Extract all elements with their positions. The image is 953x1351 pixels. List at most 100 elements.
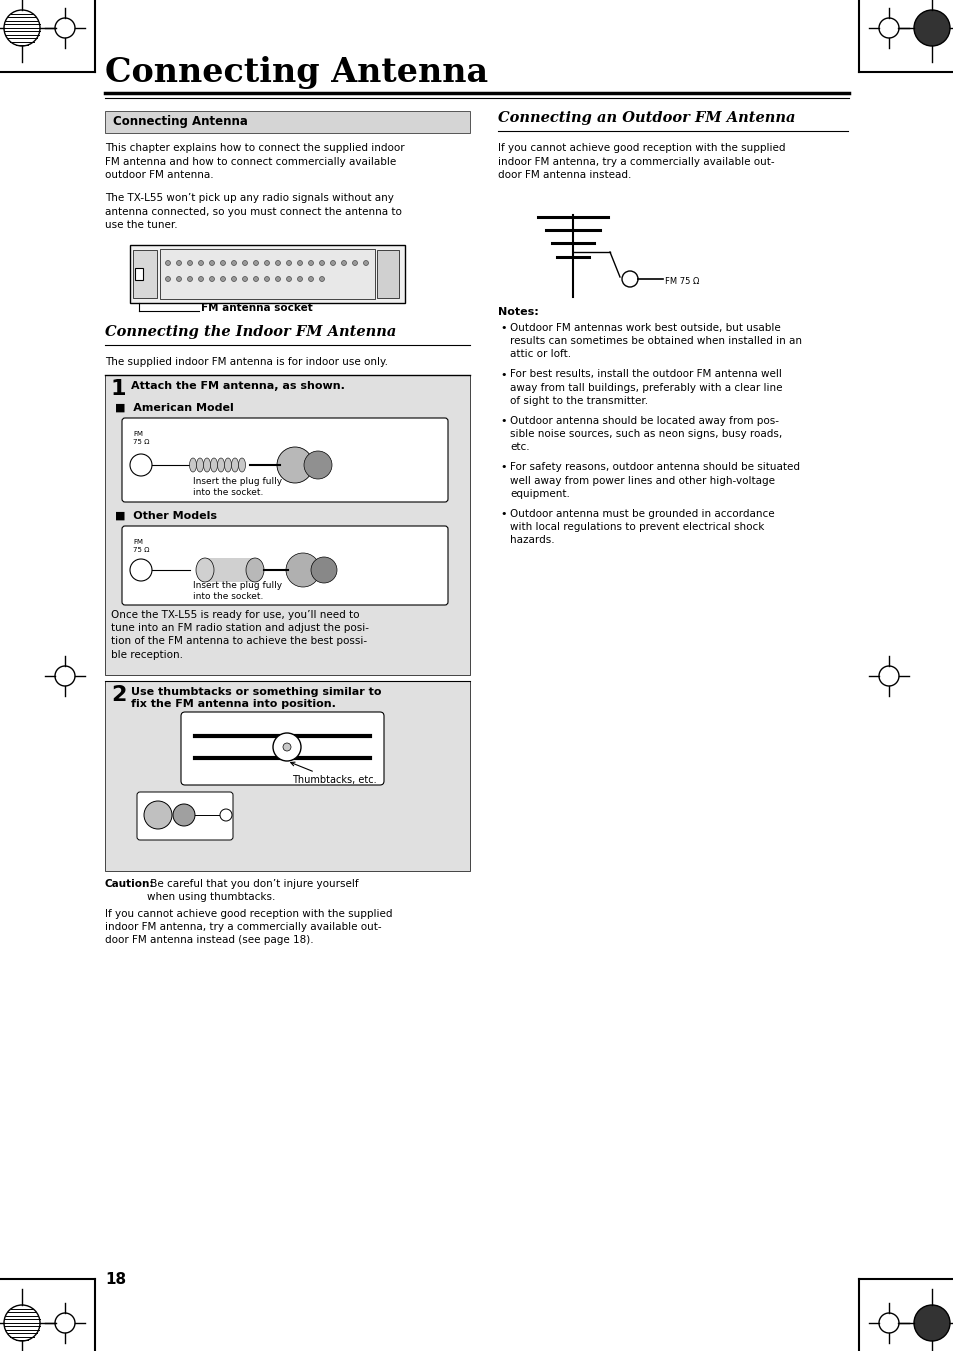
- Circle shape: [330, 261, 335, 266]
- Text: Notes:: Notes:: [497, 307, 538, 317]
- Circle shape: [286, 277, 292, 281]
- Circle shape: [621, 272, 638, 286]
- Bar: [105, 376, 470, 676]
- Circle shape: [273, 734, 301, 761]
- Ellipse shape: [211, 458, 217, 471]
- Circle shape: [341, 261, 346, 266]
- Bar: [205, 558, 254, 582]
- FancyBboxPatch shape: [122, 526, 448, 605]
- Circle shape: [4, 1305, 40, 1342]
- Circle shape: [242, 261, 247, 266]
- Text: 2: 2: [111, 685, 126, 705]
- Circle shape: [297, 277, 302, 281]
- Bar: [160, 249, 375, 299]
- Circle shape: [130, 559, 152, 581]
- Circle shape: [210, 261, 214, 266]
- Text: Insert the plug fully
into the socket.: Insert the plug fully into the socket.: [193, 581, 282, 601]
- Circle shape: [913, 9, 949, 46]
- Circle shape: [275, 277, 280, 281]
- Bar: [132, 250, 157, 299]
- Circle shape: [144, 801, 172, 830]
- Text: Attach the FM antenna, as shown.: Attach the FM antenna, as shown.: [131, 381, 345, 390]
- Bar: [105, 681, 470, 871]
- Text: •: •: [499, 462, 506, 473]
- Circle shape: [286, 553, 319, 586]
- Circle shape: [308, 277, 314, 281]
- Circle shape: [55, 666, 75, 686]
- Circle shape: [130, 454, 152, 476]
- Ellipse shape: [217, 458, 224, 471]
- Circle shape: [232, 261, 236, 266]
- Circle shape: [878, 666, 898, 686]
- Circle shape: [352, 261, 357, 266]
- Text: Outdoor antenna should be located away from pos-
sible noise sources, such as ne: Outdoor antenna should be located away f…: [510, 416, 781, 453]
- Bar: [135, 267, 143, 280]
- Ellipse shape: [190, 458, 196, 471]
- Text: If you cannot achieve good reception with the supplied
indoor FM antenna, try a : If you cannot achieve good reception wit…: [105, 909, 392, 946]
- Text: Thumbtacks, etc.: Thumbtacks, etc.: [291, 762, 376, 785]
- Text: ■  Other Models: ■ Other Models: [115, 511, 216, 521]
- Text: Outdoor FM antennas work best outside, but usable
results can sometimes be obtai: Outdoor FM antennas work best outside, b…: [510, 323, 801, 359]
- Circle shape: [172, 804, 194, 825]
- Circle shape: [198, 261, 203, 266]
- Text: Caution:: Caution:: [105, 880, 154, 889]
- Text: Connecting Antenna: Connecting Antenna: [105, 55, 488, 89]
- Circle shape: [878, 18, 898, 38]
- Circle shape: [276, 447, 313, 484]
- Circle shape: [304, 451, 332, 480]
- Text: Be careful that you don’t injure yourself
when using thumbtacks.: Be careful that you don’t injure yoursel…: [147, 880, 358, 902]
- Circle shape: [55, 18, 75, 38]
- Bar: [105, 111, 470, 132]
- Text: 18: 18: [105, 1271, 126, 1286]
- Text: Use thumbtacks or something similar to
fix the FM antenna into position.: Use thumbtacks or something similar to f…: [131, 688, 381, 709]
- Text: FM
75 Ω: FM 75 Ω: [132, 431, 150, 444]
- Circle shape: [878, 1313, 898, 1333]
- Circle shape: [220, 277, 225, 281]
- Circle shape: [308, 261, 314, 266]
- Text: FM antenna socket: FM antenna socket: [201, 303, 313, 313]
- Circle shape: [319, 261, 324, 266]
- Circle shape: [165, 277, 171, 281]
- Circle shape: [210, 277, 214, 281]
- Circle shape: [363, 261, 368, 266]
- Circle shape: [275, 261, 280, 266]
- Circle shape: [176, 277, 181, 281]
- Text: Insert the plug fully
into the socket.: Insert the plug fully into the socket.: [193, 477, 282, 497]
- Text: •: •: [499, 323, 506, 332]
- Text: 1: 1: [111, 380, 127, 399]
- Text: •: •: [499, 509, 506, 519]
- Circle shape: [232, 277, 236, 281]
- Ellipse shape: [203, 458, 211, 471]
- Text: •: •: [499, 370, 506, 380]
- Bar: [376, 250, 398, 299]
- Text: •: •: [499, 416, 506, 426]
- Circle shape: [55, 1313, 75, 1333]
- Circle shape: [311, 557, 336, 584]
- Text: FM 75 Ω: FM 75 Ω: [664, 277, 699, 286]
- Ellipse shape: [238, 458, 245, 471]
- Ellipse shape: [232, 458, 238, 471]
- Circle shape: [188, 277, 193, 281]
- Circle shape: [242, 277, 247, 281]
- Circle shape: [253, 261, 258, 266]
- Bar: [130, 245, 405, 303]
- Text: Outdoor antenna must be grounded in accordance
with local regulations to prevent: Outdoor antenna must be grounded in acco…: [510, 509, 774, 546]
- Circle shape: [913, 1305, 949, 1342]
- Circle shape: [220, 261, 225, 266]
- Text: Once the TX-L55 is ready for use, you’ll need to
tune into an FM radio station a: Once the TX-L55 is ready for use, you’ll…: [111, 611, 369, 659]
- Circle shape: [176, 261, 181, 266]
- Text: For safety reasons, outdoor antenna should be situated
well away from power line: For safety reasons, outdoor antenna shou…: [510, 462, 800, 499]
- FancyBboxPatch shape: [122, 417, 448, 503]
- Circle shape: [297, 261, 302, 266]
- FancyBboxPatch shape: [181, 712, 384, 785]
- Ellipse shape: [195, 558, 213, 582]
- Circle shape: [253, 277, 258, 281]
- Circle shape: [319, 277, 324, 281]
- Ellipse shape: [246, 558, 264, 582]
- Ellipse shape: [224, 458, 232, 471]
- FancyBboxPatch shape: [137, 792, 233, 840]
- Text: If you cannot achieve good reception with the supplied
indoor FM antenna, try a : If you cannot achieve good reception wit…: [497, 143, 784, 180]
- Circle shape: [286, 261, 292, 266]
- Text: Connecting the Indoor FM Antenna: Connecting the Indoor FM Antenna: [105, 326, 395, 339]
- Text: ■  American Model: ■ American Model: [115, 403, 233, 413]
